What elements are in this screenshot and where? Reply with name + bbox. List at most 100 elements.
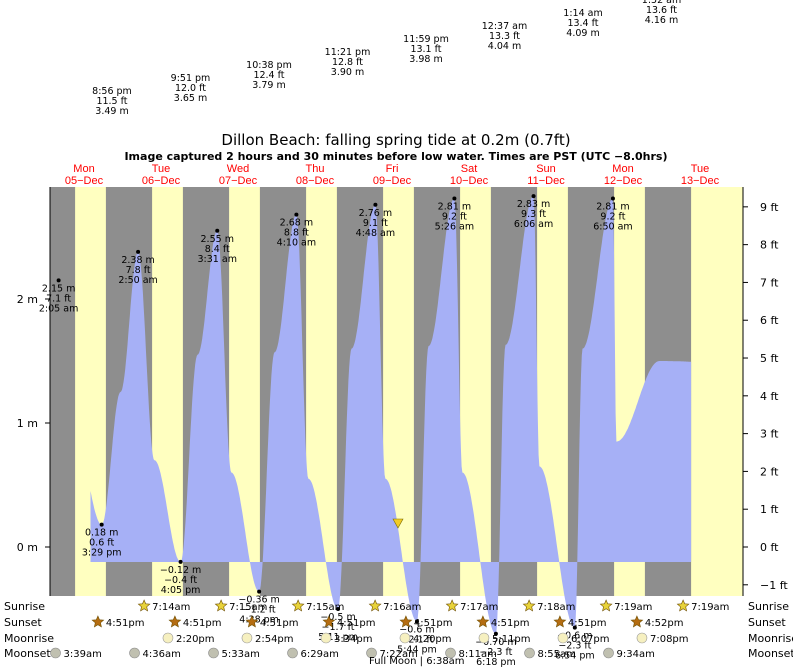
sunrise-icon (676, 599, 690, 612)
moonrise-time: 2:20pm (176, 634, 215, 645)
low-tide-time: 6:54 pm (555, 651, 595, 662)
right-tick-label: 8 ft (760, 239, 779, 252)
sunset-icon (630, 615, 644, 628)
sunrise-time: 7:18am (537, 602, 575, 613)
high-tide-ft: 7.1 ft (46, 293, 71, 304)
high-tide-ft: 7.8 ft (126, 265, 151, 276)
low-tide-point (572, 625, 577, 630)
low-tide-ft: −2.3 ft (479, 647, 512, 658)
day-date: 09−Dec (373, 175, 412, 187)
low-tide-ft: −1.2 ft (243, 605, 276, 616)
moonrise-icon (320, 632, 332, 644)
low-tide-point (257, 589, 262, 594)
low-tide-ft: 0.6 ft (89, 538, 114, 549)
sunset-icon (245, 615, 259, 628)
sunrise-icon (445, 599, 459, 612)
moonset-time: 4:36am (143, 649, 181, 660)
moonset-icon (603, 647, 614, 659)
day-name: Sun (536, 163, 556, 175)
sunset-time: 4:51pm (568, 618, 607, 629)
high-tide-point (452, 196, 457, 201)
sunset-icon (553, 615, 567, 628)
moonrise-icon (636, 632, 648, 644)
evening-high-m: 3.90 m (331, 67, 364, 78)
high-tide-m: 2.81 m (438, 202, 471, 213)
evening-high-time: 10:38 pm (246, 60, 292, 71)
day-date: 07−Dec (219, 175, 258, 187)
moonrise-time: 6:07pm (571, 634, 610, 645)
evening-high-ft: 12.4 ft (253, 70, 284, 81)
sunrise-icon (291, 599, 305, 612)
high-tide-point (373, 202, 378, 207)
night-band (50, 187, 76, 596)
high-tide-ft: 9.3 ft (521, 209, 546, 220)
sunrise-time: 7:16am (383, 602, 421, 613)
sunset-icon (168, 615, 182, 628)
sunrise-icon (137, 599, 151, 612)
row-label-left: Moonrise (4, 632, 54, 645)
low-tide-ft: −2.1 ft (400, 634, 433, 645)
tide-labels: 2.15 m7.1 ft2:05 am 2.38 m7.8 ft2:50 am 2.… (39, 0, 681, 668)
moonset-time: 8:55am (538, 649, 576, 660)
left-tick-label: 2 m (17, 293, 38, 306)
sunrise-time: 7:19am (691, 602, 729, 613)
moonrise-time: 2:54pm (255, 634, 294, 645)
low-tide-ft: −0.4 ft (164, 575, 197, 586)
sunset-time: 4:51pm (337, 618, 376, 629)
high-tide-point (294, 212, 299, 217)
right-tick-label: 3 ft (760, 428, 779, 441)
sunrise-icon (599, 599, 613, 612)
chart-subtitle: Image captured 2 hours and 30 minutes be… (124, 150, 667, 163)
right-tick-label: 5 ft (760, 352, 779, 365)
evening-high-m: 4.04 m (488, 41, 521, 52)
low-tide-point (178, 559, 183, 564)
sunset-time: 4:51pm (183, 618, 222, 629)
moonrise-icon (162, 632, 174, 644)
sunrise-icon (368, 599, 382, 612)
high-tide-point (610, 196, 615, 201)
axes: 2 m 1 m 0 m 9 ft 8 ft 7 ft 6 ft 5 ft 4 ft 3 ft 2 f… (17, 163, 788, 596)
high-tide-m: 2.55 m (201, 234, 234, 245)
row-label-right: Moonset (748, 647, 793, 660)
low-tide-m: −0.6 m (557, 631, 592, 642)
day-name: Sat (461, 163, 478, 175)
evening-high-m: 4.16 m (645, 15, 678, 26)
evening-high-ft: 11.5 ft (96, 96, 127, 107)
evening-high-ft: 12.8 ft (332, 57, 363, 68)
tide-area (90, 196, 692, 634)
evening-high-time: 9:51 pm (171, 73, 211, 84)
high-tide-point (531, 194, 536, 199)
chart-title: Dillon Beach: falling spring tide at 0.2… (221, 131, 570, 149)
high-tide-m: 2.68 m (280, 218, 313, 229)
left-tick-label: 1 m (17, 417, 38, 430)
full-moon-label: Full Moon | 6:38am (369, 656, 465, 667)
high-tide-time: 2:50 am (118, 275, 157, 286)
evening-high-m: 3.65 m (174, 93, 207, 104)
row-label-left: Sunset (4, 616, 42, 629)
high-tide-ft: 9.2 ft (442, 212, 467, 223)
day-name: Tue (691, 163, 710, 175)
low-tide-m: −0.36 m (238, 595, 279, 606)
moonrise-icon (478, 632, 490, 644)
low-tide-point (414, 619, 419, 624)
row-label-left: Sunrise (4, 600, 45, 613)
high-tide-ft: 9.1 ft (363, 218, 388, 229)
day-date: 10−Dec (450, 175, 489, 187)
moonset-time: 9:34am (617, 649, 655, 660)
evening-high-ft: 13.6 ft (646, 5, 677, 16)
high-tide-time: 3:31 am (198, 254, 237, 265)
moonset-icon (208, 647, 219, 659)
low-tide-point (493, 631, 498, 636)
sunset-time: 4:51pm (106, 618, 145, 629)
low-tide-m: −0.6 m (399, 624, 434, 635)
evening-high-time: 1:14 am (563, 8, 602, 19)
moonrise-icon (399, 632, 411, 644)
low-tide-m: −0.12 m (160, 565, 201, 576)
sunrise-time: 7:19am (614, 602, 652, 613)
right-tick-label: 4 ft (760, 390, 779, 403)
right-tick-label: 1 ft (760, 503, 779, 516)
evening-high-time: 11:21 pm (325, 47, 371, 58)
row-label-right: Sunset (748, 616, 786, 629)
day-name: Mon (612, 163, 633, 175)
moonset-time: 6:29am (301, 649, 339, 660)
